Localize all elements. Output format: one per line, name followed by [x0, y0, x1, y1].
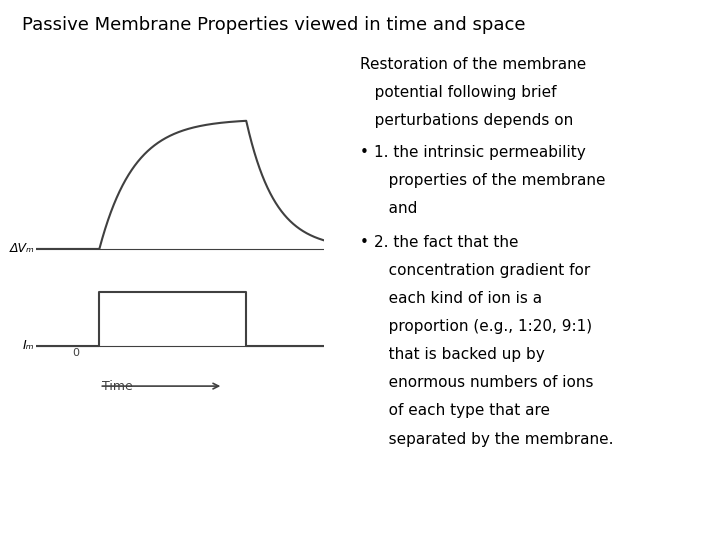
Text: Iₘ: Iₘ	[23, 339, 35, 352]
Text: ΔVₘ: ΔVₘ	[10, 242, 35, 255]
Text: •: •	[360, 235, 369, 250]
Text: properties of the membrane: properties of the membrane	[374, 173, 606, 188]
Text: Restoration of the membrane: Restoration of the membrane	[360, 57, 586, 72]
Text: separated by the membrane.: separated by the membrane.	[374, 431, 614, 447]
Text: Time: Time	[102, 380, 133, 393]
Text: 2. the fact that the: 2. the fact that the	[374, 235, 519, 250]
Text: enormous numbers of ions: enormous numbers of ions	[374, 375, 594, 390]
Text: perturbations depends on: perturbations depends on	[360, 113, 573, 128]
Text: potential following brief: potential following brief	[360, 85, 557, 100]
Text: •: •	[360, 145, 369, 160]
Text: Passive Membrane Properties viewed in time and space: Passive Membrane Properties viewed in ti…	[22, 16, 525, 34]
Text: proportion (e.g., 1:20, 9:1): proportion (e.g., 1:20, 9:1)	[374, 319, 593, 334]
Text: each kind of ion is a: each kind of ion is a	[374, 291, 543, 306]
Text: of each type that are: of each type that are	[374, 403, 550, 418]
Text: 1. the intrinsic permeability: 1. the intrinsic permeability	[374, 145, 586, 160]
Text: concentration gradient for: concentration gradient for	[374, 263, 590, 278]
Text: that is backed up by: that is backed up by	[374, 347, 545, 362]
Text: and: and	[374, 201, 418, 217]
Text: 0: 0	[72, 348, 78, 358]
